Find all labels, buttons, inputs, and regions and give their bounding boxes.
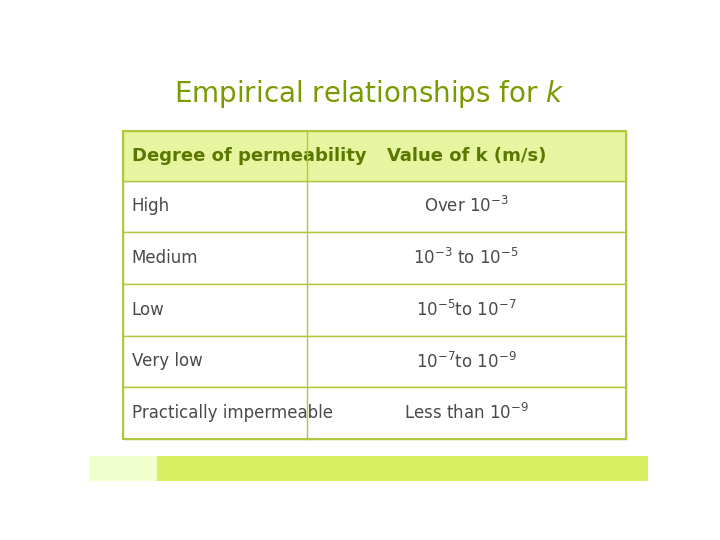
Text: Degree of permeability: Degree of permeability [132, 147, 366, 165]
Text: Empirical relationships for $\it{k}$: Empirical relationships for $\it{k}$ [174, 78, 564, 110]
Text: Less than 10$^{-9}$: Less than 10$^{-9}$ [404, 403, 528, 423]
Text: Practically impermeable: Practically impermeable [132, 404, 333, 422]
Bar [157, 456, 648, 481]
Text: Medium: Medium [132, 249, 198, 267]
Text: Very low: Very low [132, 353, 202, 370]
Bar [90, 456, 157, 481]
Text: 10$^{-3}$ to 10$^{-5}$: 10$^{-3}$ to 10$^{-5}$ [413, 248, 519, 268]
Text: 10$^{-5}$to 10$^{-7}$: 10$^{-5}$to 10$^{-7}$ [416, 300, 516, 320]
Text: High: High [132, 198, 170, 215]
Text: 10$^{-7}$to 10$^{-9}$: 10$^{-7}$to 10$^{-9}$ [416, 352, 516, 372]
Text: Low: Low [132, 301, 165, 319]
Text: Over 10$^{-3}$: Over 10$^{-3}$ [424, 197, 508, 217]
Text: Value of k (m/s): Value of k (m/s) [387, 147, 546, 165]
